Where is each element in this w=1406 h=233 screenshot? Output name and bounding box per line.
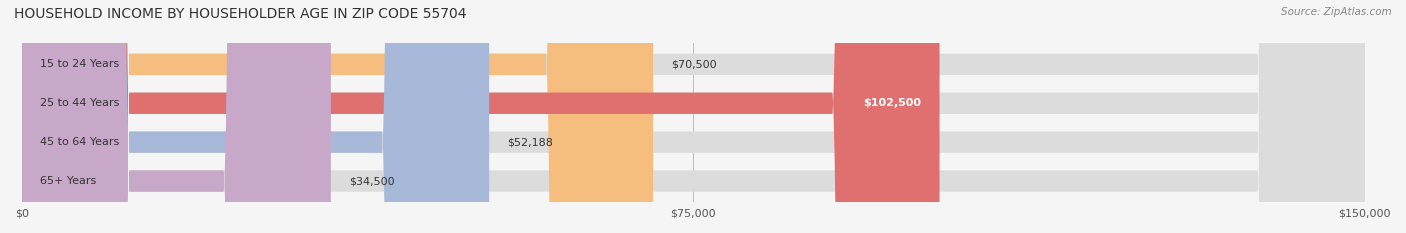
Text: 15 to 24 Years: 15 to 24 Years [39,59,120,69]
FancyBboxPatch shape [22,0,330,233]
FancyBboxPatch shape [22,0,654,233]
FancyBboxPatch shape [22,0,1365,233]
Text: Source: ZipAtlas.com: Source: ZipAtlas.com [1281,7,1392,17]
Text: 45 to 64 Years: 45 to 64 Years [39,137,120,147]
Text: $102,500: $102,500 [863,98,922,108]
Text: HOUSEHOLD INCOME BY HOUSEHOLDER AGE IN ZIP CODE 55704: HOUSEHOLD INCOME BY HOUSEHOLDER AGE IN Z… [14,7,467,21]
FancyBboxPatch shape [22,0,489,233]
Text: 65+ Years: 65+ Years [39,176,96,186]
Text: $70,500: $70,500 [671,59,717,69]
Text: 25 to 44 Years: 25 to 44 Years [39,98,120,108]
FancyBboxPatch shape [22,0,1365,233]
FancyBboxPatch shape [22,0,1365,233]
Text: $34,500: $34,500 [349,176,394,186]
FancyBboxPatch shape [22,0,939,233]
FancyBboxPatch shape [22,0,1365,233]
Text: $52,188: $52,188 [508,137,553,147]
